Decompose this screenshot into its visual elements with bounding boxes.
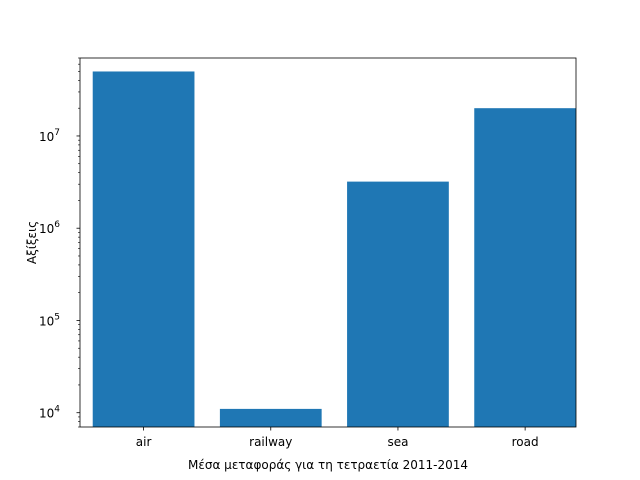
x-axis-ticks: air railway sea road (136, 427, 539, 449)
x-tick-label: road (512, 435, 539, 449)
y-axis-label: Αξίξεις (25, 221, 39, 264)
bar-sea (347, 181, 449, 427)
x-tick-label: air (136, 435, 152, 449)
y-tick-label: 106 (39, 220, 60, 236)
bar-railway (219, 408, 322, 427)
x-axis-label: Μέσα μεταφοράς για τη τετραετία 2011-201… (188, 458, 468, 472)
y-tick-label: 107 (39, 128, 60, 144)
x-tick-label: sea (387, 435, 408, 449)
bar-air (92, 71, 195, 427)
y-tick-label: 105 (39, 312, 60, 328)
x-tick-label: railway (249, 435, 292, 449)
plot-frame (79, 57, 577, 428)
y-axis-ticks: 104 105 106 107 (39, 57, 80, 428)
bars-group (92, 71, 576, 427)
bar-road (474, 108, 576, 427)
y-tick-label: 104 (39, 405, 60, 421)
